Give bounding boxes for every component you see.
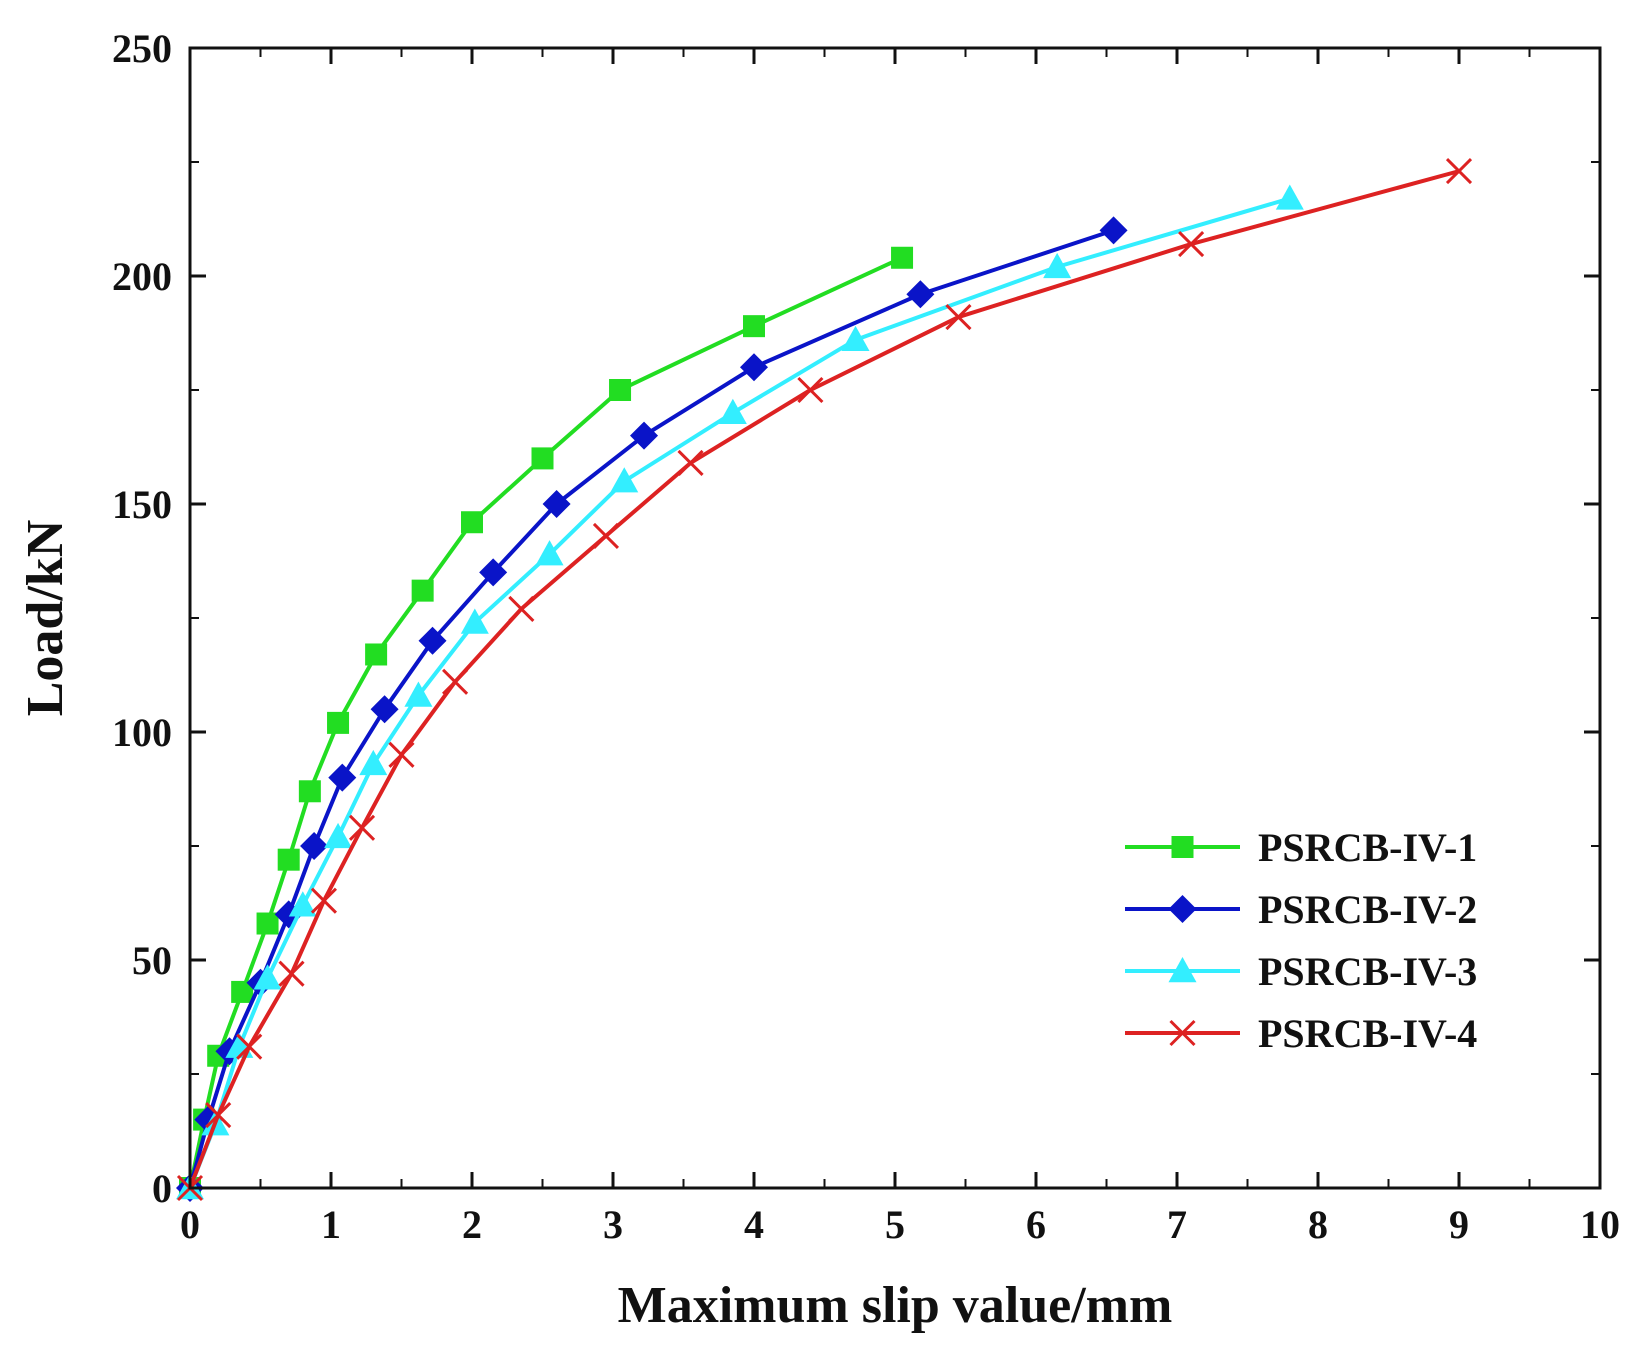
legend-item-4: PSRCB-IV-4 xyxy=(1125,1011,1477,1056)
x-tick-label: 8 xyxy=(1308,1202,1328,1247)
x-tick-label: 7 xyxy=(1167,1202,1187,1247)
legend-label-2: PSRCB-IV-2 xyxy=(1258,887,1477,932)
y-tick-label: 200 xyxy=(112,254,172,299)
data-point xyxy=(236,1033,263,1060)
data-point xyxy=(592,522,620,549)
y-tick-label: 0 xyxy=(152,1166,172,1211)
legend-symbol-3 xyxy=(1125,957,1240,983)
data-point xyxy=(610,467,639,493)
data-point xyxy=(324,822,353,849)
legend-item-1: PSRCB-IV-1 xyxy=(1125,825,1477,870)
data-point xyxy=(479,558,508,587)
data-point xyxy=(841,325,870,352)
data-point xyxy=(609,379,632,401)
series-layer xyxy=(176,158,1473,1202)
x-tick-label: 2 xyxy=(462,1202,482,1247)
x-tick-label: 3 xyxy=(603,1202,623,1247)
plot-frame xyxy=(188,46,1602,1190)
x-axis-title: Maximum slip value/mm xyxy=(618,1277,1173,1334)
x-tick-label: 5 xyxy=(885,1202,905,1247)
legend-item-3: PSRCB-IV-3 xyxy=(1125,949,1477,994)
data-point xyxy=(1275,184,1304,210)
legend-marker xyxy=(1169,1019,1196,1047)
data-point xyxy=(327,711,350,734)
legend-label-3: PSRCB-IV-3 xyxy=(1258,949,1477,994)
data-point xyxy=(1043,252,1072,279)
data-point xyxy=(891,246,914,269)
x-tick-label: 1 xyxy=(321,1202,341,1247)
data-point xyxy=(1445,158,1473,185)
data-point xyxy=(298,780,321,803)
data-point xyxy=(1099,216,1128,245)
y-axis-title: Load/kN xyxy=(17,520,74,717)
data-point xyxy=(743,315,765,338)
data-point xyxy=(531,447,554,470)
data-point xyxy=(359,749,388,776)
legend-symbol-2 xyxy=(1125,895,1240,923)
y-tick-label: 50 xyxy=(132,938,172,983)
data-point xyxy=(740,353,768,382)
x-tick-label: 4 xyxy=(744,1202,764,1247)
data-point xyxy=(348,814,376,841)
data-point xyxy=(328,763,357,792)
data-point xyxy=(365,643,388,666)
x-tick-label: 0 xyxy=(180,1202,200,1247)
data-point xyxy=(797,376,824,404)
legend-marker xyxy=(1171,836,1194,858)
data-point xyxy=(630,421,659,450)
legend-symbol-4 xyxy=(1125,1019,1240,1047)
legend: PSRCB-IV-1 PSRCB-IV-2 PSRCB-IV-3 PSRCB-I… xyxy=(1125,825,1477,1056)
data-point xyxy=(231,980,254,1003)
data-point xyxy=(256,912,279,935)
y-tick-label: 150 xyxy=(112,482,172,527)
legend-symbol-1 xyxy=(1125,836,1240,858)
data-point xyxy=(277,848,300,871)
data-point xyxy=(460,608,489,634)
data-point xyxy=(677,449,704,477)
data-point xyxy=(278,960,305,987)
data-point xyxy=(718,398,747,424)
data-point xyxy=(288,891,317,917)
data-point xyxy=(370,695,399,724)
x-tick-label: 10 xyxy=(1580,1202,1620,1247)
y-tick-label: 100 xyxy=(112,710,172,755)
data-point xyxy=(300,832,329,860)
data-point xyxy=(404,681,433,707)
legend-marker xyxy=(1168,895,1197,923)
data-point xyxy=(1178,231,1205,258)
data-point xyxy=(418,626,447,655)
y-tick-label: 250 xyxy=(112,26,172,71)
data-point xyxy=(388,741,415,768)
data-point xyxy=(411,579,434,602)
data-point xyxy=(253,964,282,990)
data-point xyxy=(310,887,338,914)
legend-label-1: PSRCB-IV-1 xyxy=(1258,825,1477,870)
data-point xyxy=(906,280,935,309)
data-point xyxy=(442,668,469,695)
data-point xyxy=(535,540,564,566)
x-tick-label: 9 xyxy=(1449,1202,1469,1247)
legend-label-4: PSRCB-IV-4 xyxy=(1258,1011,1477,1056)
data-point xyxy=(205,1101,232,1129)
legend-item-2: PSRCB-IV-2 xyxy=(1125,887,1477,932)
legend-marker xyxy=(1168,957,1197,983)
x-tick-label: 6 xyxy=(1026,1202,1046,1247)
data-point xyxy=(542,490,571,518)
data-point xyxy=(508,595,535,622)
data-point xyxy=(461,511,483,534)
data-point xyxy=(945,303,972,331)
